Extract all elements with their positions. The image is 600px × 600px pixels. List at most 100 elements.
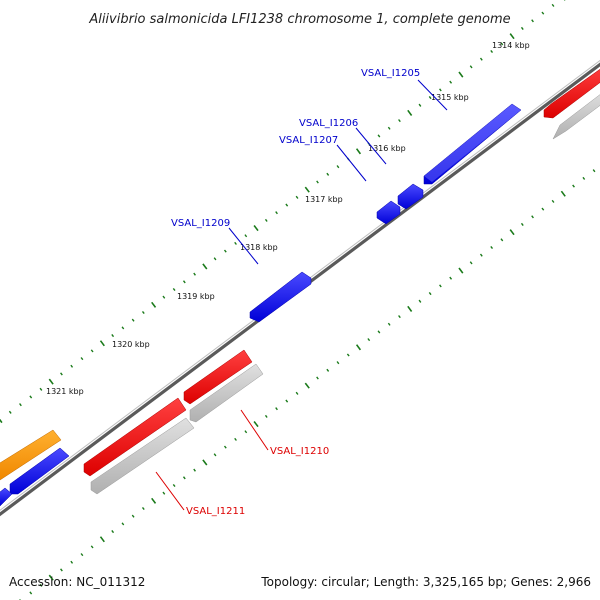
gene-label-VSAL_I1210[interactable]: VSAL_I1210 — [270, 446, 329, 457]
gene-label-VSAL_I1209[interactable]: VSAL_I1209 — [171, 218, 230, 229]
tick-lower — [151, 497, 157, 504]
gene-VSAL_I1211[interactable] — [83, 397, 187, 477]
tick-lower — [162, 491, 166, 495]
tick-lower — [39, 583, 43, 587]
tick-lower — [458, 267, 464, 274]
tick-upper — [490, 49, 494, 54]
tick-upper — [99, 340, 105, 347]
tick-lower — [387, 322, 391, 326]
gene-right-edge[interactable] — [543, 65, 600, 119]
tick-lower — [264, 414, 268, 418]
tick-upper — [48, 378, 54, 385]
tick-upper — [39, 387, 43, 391]
tick-upper — [428, 95, 432, 100]
kbp-label-1320: 1320 kbp — [112, 340, 150, 349]
gene-label-VSAL_I1207[interactable]: VSAL_I1207 — [279, 135, 338, 146]
tick-lower — [275, 407, 278, 411]
tick-lower — [90, 545, 94, 549]
tick-lower — [582, 176, 586, 180]
tick-upper — [141, 310, 145, 315]
tick-lower — [541, 207, 545, 211]
tick-upper — [234, 241, 237, 245]
tick-upper — [90, 349, 94, 353]
tick-upper — [469, 65, 473, 69]
tick-upper — [182, 280, 186, 284]
tick-upper — [29, 395, 33, 399]
tick-lower — [121, 522, 125, 526]
tick-upper — [418, 103, 422, 107]
tick-upper — [80, 357, 84, 361]
tick-upper — [500, 42, 504, 46]
tick-lower — [234, 437, 237, 441]
tick-lower — [398, 315, 401, 319]
tick-upper — [439, 88, 442, 92]
tick-lower — [48, 574, 54, 581]
tick-lower — [253, 421, 259, 428]
gene-left-blue-b[interactable] — [0, 487, 13, 507]
tick-lower — [285, 399, 289, 403]
tick-lower — [213, 453, 217, 457]
tick-upper — [253, 225, 259, 232]
gene-label-VSAL_I1206[interactable]: VSAL_I1206 — [299, 118, 358, 129]
tick-lower — [141, 506, 145, 511]
tick-lower — [418, 299, 422, 303]
tick-upper — [355, 148, 362, 155]
tick-upper — [551, 3, 555, 7]
tick-lower — [592, 169, 596, 173]
tick-lower — [193, 468, 196, 472]
tick-upper — [60, 372, 63, 376]
gene-VSAL_I1209[interactable] — [249, 271, 312, 323]
tick-lower — [355, 344, 362, 351]
tick-lower — [479, 253, 483, 257]
tick-lower — [572, 184, 575, 188]
kbp-label-1321: 1321 kbp — [46, 387, 84, 396]
tick-upper — [377, 134, 381, 138]
tick-upper — [223, 249, 227, 253]
topology-summary: Topology: circular; Length: 3,325,165 bp… — [260, 575, 591, 589]
kbp-label-1316: 1316 kbp — [368, 144, 406, 153]
gene-VSAL_I1205[interactable] — [423, 103, 522, 185]
gene-VSAL_I1206[interactable] — [397, 183, 424, 210]
tick-upper — [151, 301, 157, 308]
gene-VSAL_I1207[interactable] — [376, 200, 401, 225]
gene-shadow-VSAL_I1211[interactable] — [90, 417, 195, 495]
tick-upper — [19, 403, 22, 407]
tick-lower — [560, 190, 566, 197]
tick-lower — [500, 238, 504, 242]
gene-shadow-right-edge[interactable] — [552, 90, 600, 140]
gene-VSAL_I1210[interactable] — [183, 349, 253, 405]
tick-upper — [316, 180, 319, 184]
tick-upper — [295, 195, 299, 199]
tick-lower — [490, 245, 494, 250]
tick-upper — [541, 11, 545, 15]
tick-lower — [99, 536, 105, 543]
tick-lower — [326, 368, 330, 372]
tick-lower — [439, 284, 442, 288]
tick-lower — [111, 529, 115, 534]
gene-label-VSAL_I1205[interactable]: VSAL_I1205 — [361, 68, 420, 79]
tick-upper — [275, 211, 278, 215]
kbp-label-1318: 1318 kbp — [240, 243, 278, 252]
map-title: Aliivibrio salmonicida LFI1238 chromosom… — [88, 12, 510, 27]
tick-lower — [70, 560, 74, 564]
tick-lower — [131, 514, 135, 518]
tick-lower — [336, 361, 340, 365]
tick-upper — [326, 172, 330, 176]
tick-lower — [172, 483, 176, 488]
tick-upper — [531, 19, 534, 23]
tick-upper — [70, 364, 74, 368]
tick-lower — [316, 376, 319, 380]
gene-label-VSAL_I1211[interactable]: VSAL_I1211 — [186, 506, 245, 517]
tick-upper — [8, 410, 12, 414]
gene-left-orange[interactable] — [0, 429, 62, 481]
gene-shadow-VSAL_I1210[interactable] — [189, 363, 264, 423]
tick-lower — [377, 330, 381, 334]
tick-lower — [520, 222, 524, 227]
tick-upper — [0, 418, 3, 424]
tick-upper — [479, 57, 483, 61]
tick-upper — [336, 165, 340, 169]
tick-upper — [285, 203, 289, 207]
tick-lower — [182, 476, 186, 480]
